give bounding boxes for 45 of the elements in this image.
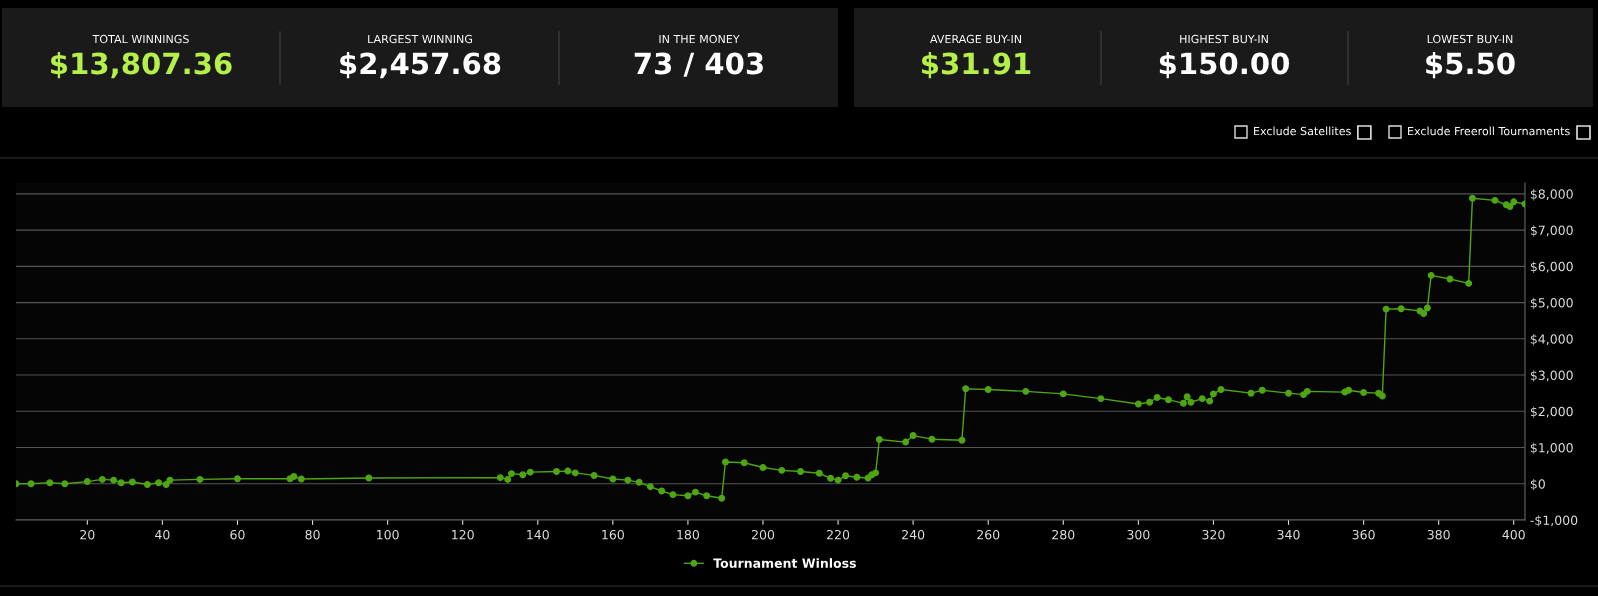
text: $13,807.36 bbox=[51, 51, 232, 79]
x-tick-label: 60 bbox=[230, 529, 245, 540]
x-tick-label: 100 bbox=[377, 529, 399, 540]
text: LOWEST BUY-IN bbox=[1427, 34, 1513, 44]
x-tick-label: 20 bbox=[80, 529, 95, 540]
text: $150.00 bbox=[1159, 51, 1290, 79]
text: $5.50 bbox=[1426, 51, 1515, 79]
y-tick-label: $3,000 bbox=[1530, 370, 1573, 382]
text: Exclude Satellites bbox=[1254, 126, 1351, 136]
y-tick-label: $4,000 bbox=[1530, 334, 1573, 346]
x-tick-label: 380 bbox=[1427, 529, 1450, 540]
x-tick-label: 280 bbox=[1052, 529, 1075, 540]
x-tick-label: 400 bbox=[1502, 529, 1525, 540]
text: $2,457.68 bbox=[340, 51, 501, 79]
x-tick-label: 340 bbox=[1277, 529, 1300, 540]
y-tick-label: $5,000 bbox=[1530, 297, 1573, 310]
x-tick-label: 360 bbox=[1352, 529, 1375, 540]
x-tick-label: 80 bbox=[305, 529, 320, 540]
x-tick-label: 300 bbox=[1127, 529, 1150, 540]
text: Exclude Freeroll Tournaments bbox=[1408, 126, 1570, 136]
text: $31.91 bbox=[922, 51, 1031, 79]
y-tick-label: $2,000 bbox=[1530, 406, 1573, 418]
x-tick-label: 160 bbox=[602, 529, 624, 540]
legend-label: Tournament Winloss bbox=[713, 558, 856, 568]
x-tick-label: 180 bbox=[677, 529, 700, 540]
text: LARGEST WINNING bbox=[368, 34, 473, 44]
x-tick-label: 40 bbox=[155, 529, 170, 540]
y-tick-label: $8,000 bbox=[1530, 189, 1573, 201]
x-tick-label: 120 bbox=[452, 529, 474, 540]
text: IN THE MONEY bbox=[659, 34, 740, 44]
text: TOTAL WINNINGS bbox=[92, 34, 189, 44]
y-tick-label: $6,000 bbox=[1530, 261, 1573, 273]
x-tick-label: 240 bbox=[902, 529, 925, 540]
text: AVERAGE BUY-IN bbox=[930, 34, 1021, 44]
y-tick-label: -$1,000 bbox=[1530, 515, 1578, 527]
x-tick-label: 320 bbox=[1202, 529, 1225, 540]
x-tick-label: 220 bbox=[827, 529, 850, 540]
y-tick-label: $1,000 bbox=[1530, 442, 1573, 455]
x-tick-label: 140 bbox=[527, 529, 549, 540]
y-tick-label: $7,000 bbox=[1530, 225, 1573, 237]
x-tick-label: 260 bbox=[977, 529, 1000, 540]
text: 73 / 403 bbox=[634, 52, 763, 77]
text: HIGHEST BUY-IN bbox=[1180, 34, 1268, 44]
x-tick-label: 200 bbox=[751, 529, 775, 540]
y-tick-label: $0 bbox=[1530, 479, 1545, 491]
